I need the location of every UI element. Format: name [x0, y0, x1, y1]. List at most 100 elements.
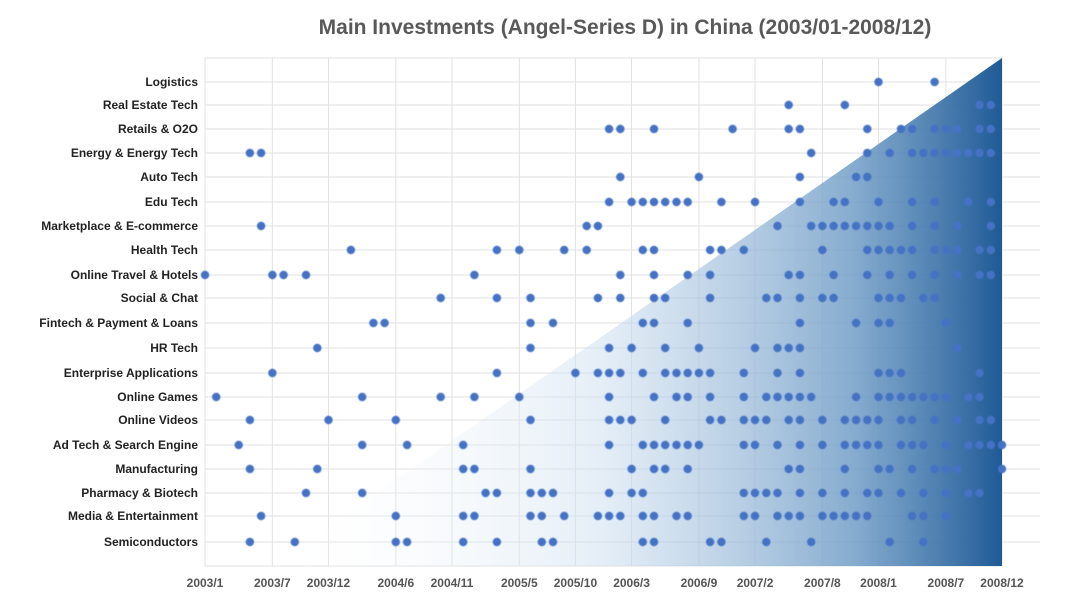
data-point	[705, 245, 715, 255]
data-point	[908, 221, 917, 231]
data-point	[515, 245, 524, 255]
data-point	[324, 415, 333, 425]
y-category-label: Ad Tech & Search Engine	[53, 438, 198, 452]
data-point	[896, 392, 906, 402]
data-point	[436, 392, 445, 402]
data-point	[346, 245, 356, 255]
data-point	[885, 221, 894, 231]
data-point	[851, 172, 861, 182]
data-point	[717, 415, 726, 425]
data-point	[840, 511, 849, 521]
data-point	[436, 293, 445, 303]
y-category-label: Enterprise Applications	[64, 366, 199, 380]
data-point	[717, 245, 726, 255]
x-tick-label: 2005/10	[554, 576, 598, 590]
gradient-triangle	[272, 58, 1002, 566]
data-point	[930, 148, 939, 158]
data-point	[638, 440, 647, 450]
data-point	[986, 415, 995, 425]
data-point	[571, 368, 580, 378]
data-point	[717, 537, 726, 547]
data-point	[829, 197, 838, 207]
y-axis-labels: Semiconductors Media & Entertainment Pharm…	[39, 75, 198, 549]
data-point	[874, 464, 883, 474]
data-point	[705, 415, 715, 425]
data-point	[537, 511, 546, 521]
data-point	[661, 415, 670, 425]
data-point	[683, 318, 692, 328]
data-point	[874, 197, 883, 207]
data-point	[683, 392, 692, 402]
data-point	[930, 197, 939, 207]
y-category-label: Retails & O2O	[118, 122, 198, 136]
data-point	[773, 343, 782, 353]
data-point	[750, 511, 760, 521]
data-point	[795, 318, 805, 328]
data-point	[762, 293, 771, 303]
data-point	[919, 440, 928, 450]
x-tick-label: 2008/12	[980, 576, 1024, 590]
data-point	[717, 197, 726, 207]
data-point	[234, 440, 243, 450]
data-point	[952, 124, 962, 134]
data-point	[604, 368, 614, 378]
data-point	[593, 221, 603, 231]
data-point	[818, 511, 827, 521]
data-point	[672, 440, 681, 450]
data-point	[649, 124, 659, 134]
data-point	[908, 270, 917, 280]
data-point	[391, 415, 400, 425]
data-point	[661, 368, 670, 378]
data-point	[638, 488, 647, 498]
data-point	[582, 221, 591, 231]
data-point	[874, 221, 883, 231]
data-point	[492, 368, 502, 378]
data-point	[908, 392, 917, 402]
data-point	[402, 440, 412, 450]
data-point	[840, 221, 849, 231]
data-point	[245, 464, 255, 474]
data-point	[638, 511, 647, 521]
data-point	[672, 392, 681, 402]
data-point	[739, 440, 748, 450]
data-point	[279, 270, 288, 280]
data-point	[593, 293, 603, 303]
data-point	[829, 221, 838, 231]
data-point	[492, 537, 502, 547]
data-point	[548, 537, 558, 547]
data-point	[694, 343, 704, 353]
data-point	[908, 511, 917, 521]
data-point	[604, 343, 614, 353]
data-point	[661, 343, 670, 353]
data-point	[773, 511, 782, 521]
data-point	[829, 270, 838, 280]
x-tick-label: 2003/7	[254, 576, 291, 590]
y-category-label: Online Travel & Hotels	[71, 268, 199, 282]
data-point	[807, 221, 816, 231]
data-point	[604, 488, 614, 498]
y-category-label: Edu Tech	[145, 195, 198, 209]
data-point	[885, 293, 894, 303]
data-point	[627, 197, 636, 207]
data-point	[941, 392, 951, 402]
data-point	[616, 293, 625, 303]
data-point	[705, 270, 715, 280]
data-point	[896, 415, 906, 425]
data-point	[245, 537, 255, 547]
data-point	[683, 197, 692, 207]
data-point	[773, 293, 782, 303]
data-point	[975, 148, 984, 158]
data-point	[795, 511, 805, 521]
x-tick-label: 2008/7	[928, 576, 965, 590]
data-point	[795, 415, 805, 425]
data-point	[548, 488, 558, 498]
data-point	[818, 488, 827, 498]
data-point	[964, 392, 973, 402]
data-point	[997, 464, 1007, 474]
data-point	[885, 148, 894, 158]
data-point	[807, 537, 816, 547]
data-point	[874, 77, 883, 87]
x-tick-label: 2003/1	[187, 576, 224, 590]
data-point	[952, 245, 962, 255]
data-point	[784, 270, 793, 280]
